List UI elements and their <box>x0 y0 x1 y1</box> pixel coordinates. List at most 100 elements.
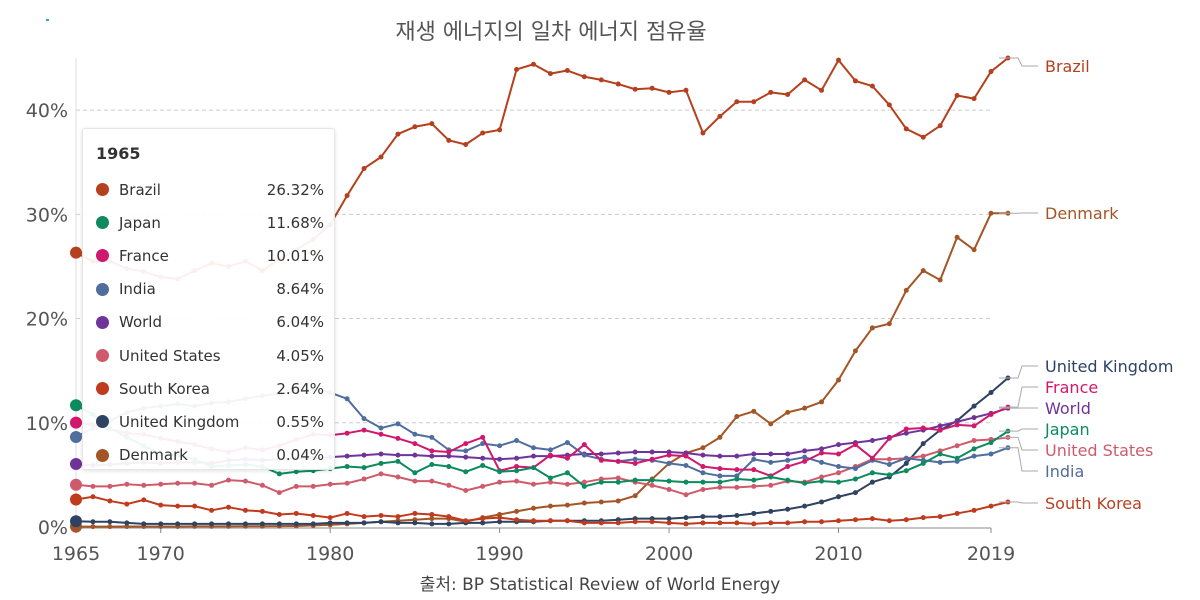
point-india <box>768 459 774 465</box>
point-world <box>632 449 638 455</box>
start-marker-japan <box>70 399 82 412</box>
point-world <box>785 451 791 457</box>
point-united-states <box>666 486 672 492</box>
point-world <box>802 448 808 454</box>
point-france <box>649 456 655 462</box>
point-france <box>903 426 909 432</box>
point-united-kingdom <box>700 514 706 520</box>
point-united-states <box>412 478 418 484</box>
point-united-kingdom <box>226 521 231 527</box>
point-south-korea <box>547 518 553 524</box>
point-south-korea <box>751 521 757 527</box>
point-united-states <box>344 480 350 486</box>
point-france <box>717 466 723 472</box>
point-france <box>581 442 587 448</box>
point-world <box>531 453 536 459</box>
point-united-kingdom <box>259 521 265 527</box>
point-south-korea <box>666 520 672 526</box>
point-united-states <box>310 483 316 489</box>
point-united-kingdom <box>683 515 689 521</box>
point-japan <box>920 460 926 466</box>
point-south-korea <box>192 503 198 509</box>
point-south-korea <box>598 520 604 526</box>
point-south-korea <box>446 514 452 520</box>
point-france <box>954 422 960 428</box>
x-axis: 1965 1970 1980 1990 2000 2010 2019 <box>52 58 1015 565</box>
point-japan <box>615 479 621 485</box>
point-south-korea <box>564 518 570 524</box>
start-marker-united-states <box>70 478 82 491</box>
point-south-korea <box>242 507 248 513</box>
point-world <box>615 450 621 456</box>
y-tick-0: 0% <box>38 517 68 539</box>
point-denmark <box>598 499 604 505</box>
point-japan <box>683 479 689 485</box>
point-brazil <box>531 61 536 67</box>
legend-value-brazil: 26.32% <box>266 180 324 199</box>
point-brazil <box>819 87 825 93</box>
point-united-kingdom <box>175 521 181 527</box>
point-south-korea <box>310 513 316 519</box>
point-brazil <box>378 154 384 160</box>
tooltip-row-united-states: United States 4.05% <box>95 339 324 372</box>
point-united-kingdom <box>802 503 808 509</box>
point-united-states <box>734 484 740 490</box>
point-united-kingdom <box>734 513 740 519</box>
point-japan <box>937 451 943 457</box>
point-denmark <box>954 234 960 240</box>
tooltip-rows: Brazil 26.32% Japan 11.68% France 10.01% India… <box>95 173 324 472</box>
point-india <box>361 416 367 422</box>
point-south-korea <box>869 516 875 522</box>
point-japan <box>293 469 299 475</box>
point-france <box>446 449 452 455</box>
x-tick-2000: 2000 <box>645 543 693 565</box>
end-label-denmark: Denmark <box>1045 204 1119 223</box>
point-japan <box>446 464 452 470</box>
point-world <box>734 453 740 459</box>
point-japan <box>852 476 858 482</box>
legend-name-france: France <box>119 246 169 265</box>
point-united-states <box>259 482 265 488</box>
point-south-korea <box>819 519 825 525</box>
point-world <box>446 453 452 459</box>
point-japan <box>632 477 638 483</box>
tooltip-row-brazil: Brazil 26.32% <box>95 173 324 206</box>
point-south-korea <box>886 518 892 524</box>
y-tick-20: 20% <box>26 309 68 331</box>
point-france <box>514 464 520 470</box>
point-france <box>683 453 689 459</box>
point-world <box>768 451 774 457</box>
line-denmark <box>76 212 1008 528</box>
legend-value-india: 8.64% <box>276 280 324 299</box>
start-marker-world <box>70 458 82 471</box>
point-world <box>717 453 723 459</box>
point-world <box>836 442 841 448</box>
point-south-korea <box>327 515 333 521</box>
point-united-states <box>768 482 774 488</box>
point-brazil <box>802 77 808 83</box>
point-united-kingdom <box>158 521 164 527</box>
point-united-states <box>429 478 435 484</box>
point-united-states <box>141 482 147 488</box>
point-france <box>937 427 943 433</box>
point-japan <box>785 477 791 483</box>
point-south-korea <box>293 510 299 516</box>
point-india <box>581 452 587 458</box>
point-united-states <box>395 474 401 480</box>
point-united-kingdom <box>869 479 875 485</box>
point-japan <box>971 446 977 452</box>
x-tick-2019: 2019 <box>967 543 1015 565</box>
point-japan <box>497 469 503 475</box>
point-united-states <box>327 481 333 487</box>
point-united-states <box>192 480 198 486</box>
end-label-india: India <box>1045 462 1084 481</box>
start-marker-united-kingdom <box>70 515 82 528</box>
point-united-kingdom <box>971 403 977 409</box>
point-france <box>632 460 638 466</box>
point-france <box>547 452 553 458</box>
point-united-states <box>378 471 384 477</box>
point-world <box>497 456 503 462</box>
point-united-kingdom <box>666 516 672 522</box>
line-south-korea <box>75 495 1009 525</box>
point-france <box>886 435 892 441</box>
